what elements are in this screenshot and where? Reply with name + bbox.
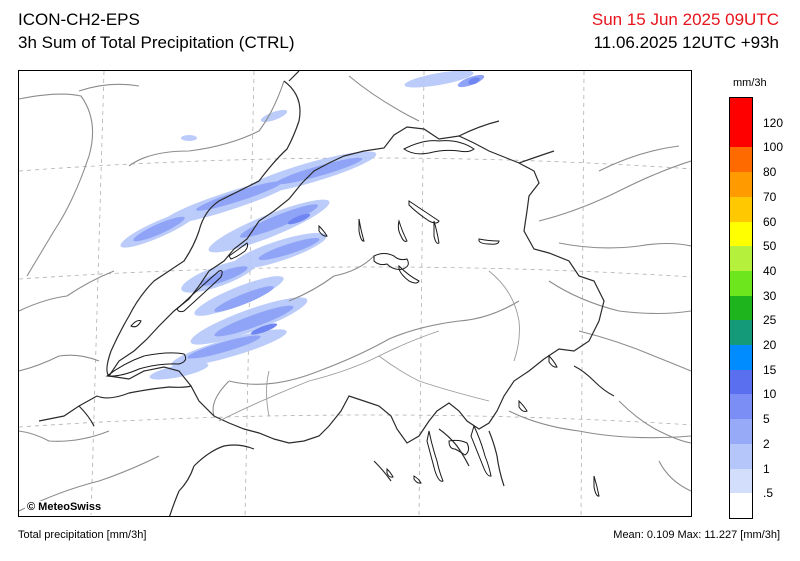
legend-unit: mm/3h: [733, 77, 767, 89]
footer-variable: Total precipitation [mm/3h]: [18, 529, 147, 541]
colorbar-segment: [730, 98, 752, 124]
colorbar-segment: [730, 270, 752, 297]
colorbar-segment: [730, 122, 752, 148]
surrounding-borders: [19, 75, 691, 512]
colorbar-segment: [730, 221, 752, 247]
internal-lines: [218, 270, 520, 422]
colorbar-label: 30: [763, 288, 777, 303]
colorbar-segment: [730, 147, 752, 173]
colorbar-segment: [730, 246, 752, 272]
lake-maggiore: [426, 430, 444, 482]
colorbar-label: 60: [763, 214, 777, 229]
colorbar-segment: [730, 468, 752, 494]
colorbar-label: 5: [763, 412, 770, 427]
colorbar-segment: [730, 493, 752, 519]
graticule: [19, 71, 691, 516]
lake-zurich: [408, 200, 440, 224]
run-info: 11.06.2025 12UTC +93h: [593, 33, 779, 52]
colorbar-segment: [730, 369, 752, 395]
colorbar-segment: [730, 320, 752, 346]
colorbar-label: 15: [763, 362, 777, 377]
precip-heavy: [250, 77, 480, 335]
colorbar-label: 25: [763, 313, 777, 328]
colorbar-segment: [730, 345, 752, 371]
colorbar-label: 20: [763, 338, 777, 353]
lake-geneva: [105, 352, 187, 377]
product-title: 3h Sum of Total Precipitation (CTRL): [18, 33, 295, 52]
footer-stats: Mean: 0.109 Max: 11.227 [mm/3h]: [613, 529, 780, 541]
switzerland-border: [107, 126, 605, 444]
colorbar: [729, 97, 753, 519]
lake-lucerne: [373, 253, 409, 270]
colorbar-segment: [730, 172, 752, 198]
colorbar-label: 70: [763, 189, 777, 204]
lakes: [105, 140, 600, 497]
colorbar-segment: [730, 196, 752, 223]
colorbar-label: 80: [763, 165, 777, 180]
colorbar-label: 120: [763, 115, 784, 130]
lake-neuchatel: [176, 270, 223, 313]
colorbar-label: 100: [763, 140, 784, 155]
lake-biel: [228, 242, 249, 260]
map-canvas: [19, 71, 691, 516]
colorbar-label: 10: [763, 387, 777, 402]
lake-constance: [403, 140, 475, 155]
colorbar-label: 2: [763, 436, 770, 451]
lake-como: [470, 424, 492, 477]
colorbar-segment: [730, 419, 752, 445]
precipitation-map: © MeteoSwiss: [18, 70, 692, 517]
valid-time: Sun 15 Jun 2025 09UTC: [591, 10, 779, 29]
colorbar-segment: [730, 295, 752, 321]
precipitation-areas: [120, 71, 485, 380]
copyright-label: © MeteoSwiss: [25, 501, 104, 513]
colorbar-label: 40: [763, 263, 777, 278]
colorbar-label: .5: [763, 486, 774, 501]
colorbar-label: 50: [763, 239, 777, 254]
lake-lugano: [448, 439, 470, 456]
colorbar-segment: [730, 443, 752, 470]
country-borders: [38, 71, 615, 516]
model-title: ICON-CH2-EPS: [18, 10, 140, 29]
colorbar-segment: [730, 394, 752, 420]
colorbar-label: 1: [763, 461, 770, 476]
